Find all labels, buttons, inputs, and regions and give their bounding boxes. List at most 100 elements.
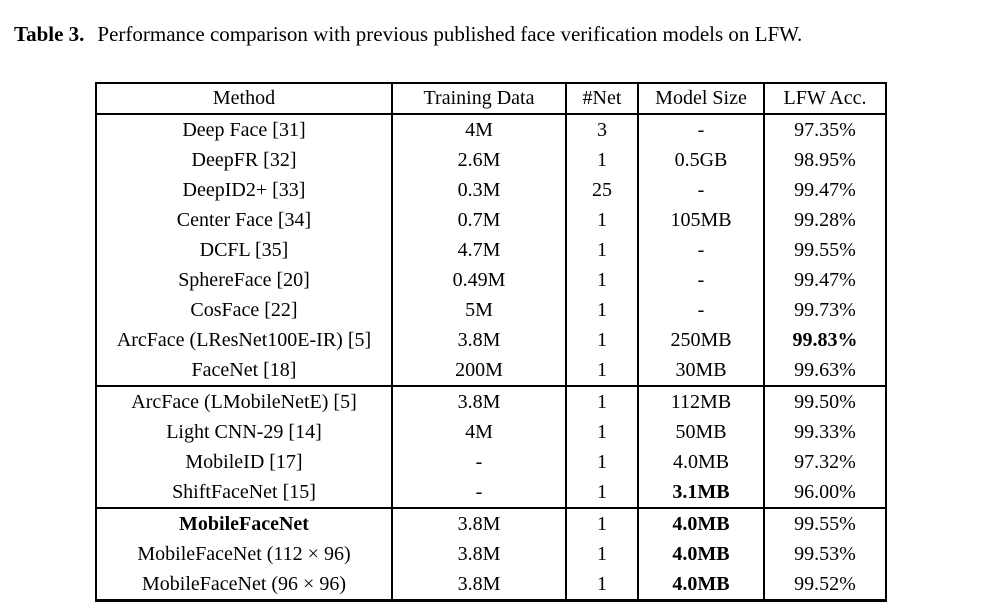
table-cell: 97.35% <box>763 114 887 145</box>
table-row: MobileFaceNet (96 × 96) 3.8M 1 4.0MB 99.52% <box>95 569 887 601</box>
table-cell: 98.95% <box>763 145 887 175</box>
table-cell: 3 <box>565 114 639 145</box>
table-cell: 25 <box>565 175 639 205</box>
table-cell: 3.1MB <box>637 477 765 508</box>
table-caption: Table 3. Performance comparison with prev… <box>14 22 802 47</box>
table-cell: 4.7M <box>391 235 567 265</box>
table-cell: 3.8M <box>391 325 567 355</box>
table-cell: 5M <box>391 295 567 325</box>
table-row: Deep Face [31] 4M 3-97.35% <box>95 114 887 145</box>
table-cell: 1 <box>565 477 639 508</box>
results-table: Method Training Data #Net Model Size LFW… <box>95 82 887 602</box>
table-cell: 0.49M <box>391 265 567 295</box>
table-cell: 4.0MB <box>637 447 765 477</box>
table-cell: 2.6M <box>391 145 567 175</box>
table-row: MobileFaceNet (112 × 96) 3.8M 1 4.0MB 99.53% <box>95 539 887 569</box>
table-cell: 1 <box>565 295 639 325</box>
table-cell: 1 <box>565 325 639 355</box>
table-row: SphereFace [20] 0.49M 1-99.47% <box>95 265 887 295</box>
table-cell: FaceNet [18] <box>95 355 393 386</box>
table-cell: 99.52% <box>763 569 887 601</box>
table-cell: 1 <box>565 145 639 175</box>
table-row: Light CNN-29 [14] 4M 1 50MB 99.33% <box>95 417 887 447</box>
table-section: ArcFace (LMobileNetE) [5] 3.8M 1 112MB 99.50… <box>95 386 887 508</box>
table-cell: 3.8M <box>391 539 567 569</box>
table-cell: 99.55% <box>763 235 887 265</box>
table-cell: 99.47% <box>763 265 887 295</box>
table-cell: - <box>637 295 765 325</box>
table-cell: 99.73% <box>763 295 887 325</box>
table-cell: Light CNN-29 [14] <box>95 417 393 447</box>
table-cell: 3.8M <box>391 508 567 539</box>
table-row: DCFL [35] 4.7M 1-99.55% <box>95 235 887 265</box>
table-cell: CosFace [22] <box>95 295 393 325</box>
table-cell: 3.8M <box>391 386 567 417</box>
table-cell: 1 <box>565 235 639 265</box>
table-cell: 0.7M <box>391 205 567 235</box>
table-header: Method Training Data #Net Model Size LFW… <box>95 83 887 115</box>
column-header-training-data: Training Data <box>391 83 567 115</box>
table-cell: 50MB <box>637 417 765 447</box>
table-row: Center Face [34] 0.7M 1 105MB 99.28% <box>95 205 887 235</box>
table-cell: 112MB <box>637 386 765 417</box>
table-cell: 96.00% <box>763 477 887 508</box>
table-row: ShiftFaceNet [15] -1 3.1MB 96.00% <box>95 477 887 508</box>
table-cell: 105MB <box>637 205 765 235</box>
table-cell: - <box>637 265 765 295</box>
table-cell: 1 <box>565 447 639 477</box>
table-cell: Deep Face [31] <box>95 114 393 145</box>
table-cell: 3.8M <box>391 569 567 601</box>
table-cell: ArcFace (LResNet100E-IR) [5] <box>95 325 393 355</box>
table-cell: 1 <box>565 386 639 417</box>
table-cell: 4.0MB <box>637 508 765 539</box>
table-cell: DCFL [35] <box>95 235 393 265</box>
table-cell: - <box>637 235 765 265</box>
table-row: DeepFR [32] 2.6M 1 0.5GB 98.95% <box>95 145 887 175</box>
table-cell: 1 <box>565 205 639 235</box>
table-cell: 99.53% <box>763 539 887 569</box>
table-cell: Center Face [34] <box>95 205 393 235</box>
table-cell: 99.83% <box>763 325 887 355</box>
table-row: CosFace [22] 5M 1-99.73% <box>95 295 887 325</box>
table-cell: 4M <box>391 114 567 145</box>
table-cell: DeepID2+ [33] <box>95 175 393 205</box>
table-cell: ShiftFaceNet [15] <box>95 477 393 508</box>
table-cell: MobileFaceNet (96 × 96) <box>95 569 393 601</box>
table-row: DeepID2+ [33] 0.3M 25-99.47% <box>95 175 887 205</box>
table-cell: 1 <box>565 417 639 447</box>
table-cell: 0.5GB <box>637 145 765 175</box>
table-row: FaceNet [18] 200M 1 30MB 99.63% <box>95 355 887 386</box>
table-cell: SphereFace [20] <box>95 265 393 295</box>
table-cell: 250MB <box>637 325 765 355</box>
table-cell: 1 <box>565 355 639 386</box>
table-cell: MobileFaceNet (112 × 96) <box>95 539 393 569</box>
table-cell: MobileID [17] <box>95 447 393 477</box>
table-cell: 4M <box>391 417 567 447</box>
table-row: ArcFace (LResNet100E-IR) [5] 3.8M 1 250MB 99… <box>95 325 887 355</box>
table-cell: 99.50% <box>763 386 887 417</box>
table-row: MobileID [17] -1 4.0MB 97.32% <box>95 447 887 477</box>
table-cell: 0.3M <box>391 175 567 205</box>
table-cell: 4.0MB <box>637 539 765 569</box>
table-cell: ArcFace (LMobileNetE) [5] <box>95 386 393 417</box>
table-cell: 99.55% <box>763 508 887 539</box>
table-cell: 99.63% <box>763 355 887 386</box>
table-cell: DeepFR [32] <box>95 145 393 175</box>
table-cell: 200M <box>391 355 567 386</box>
table-cell: - <box>391 477 567 508</box>
column-header-model-size: Model Size <box>637 83 765 115</box>
table-section: Deep Face [31] 4M 3-97.35% DeepFR [32] 2.6M 1… <box>95 114 887 386</box>
table-cell: 1 <box>565 508 639 539</box>
table-row: ArcFace (LMobileNetE) [5] 3.8M 1 112MB 99.50… <box>95 386 887 417</box>
table-cell: - <box>637 114 765 145</box>
table-cell: 99.28% <box>763 205 887 235</box>
table-section: MobileFaceNet 3.8M 1 4.0MB 99.55% MobileFaceN… <box>95 508 887 601</box>
table-cell: 99.47% <box>763 175 887 205</box>
column-header-method: Method <box>95 83 393 115</box>
table-cell: 99.33% <box>763 417 887 447</box>
table-cell: - <box>637 175 765 205</box>
table-cell: 30MB <box>637 355 765 386</box>
table-cell: 1 <box>565 539 639 569</box>
table-row: MobileFaceNet 3.8M 1 4.0MB 99.55% <box>95 508 887 539</box>
table-cell: 1 <box>565 569 639 601</box>
